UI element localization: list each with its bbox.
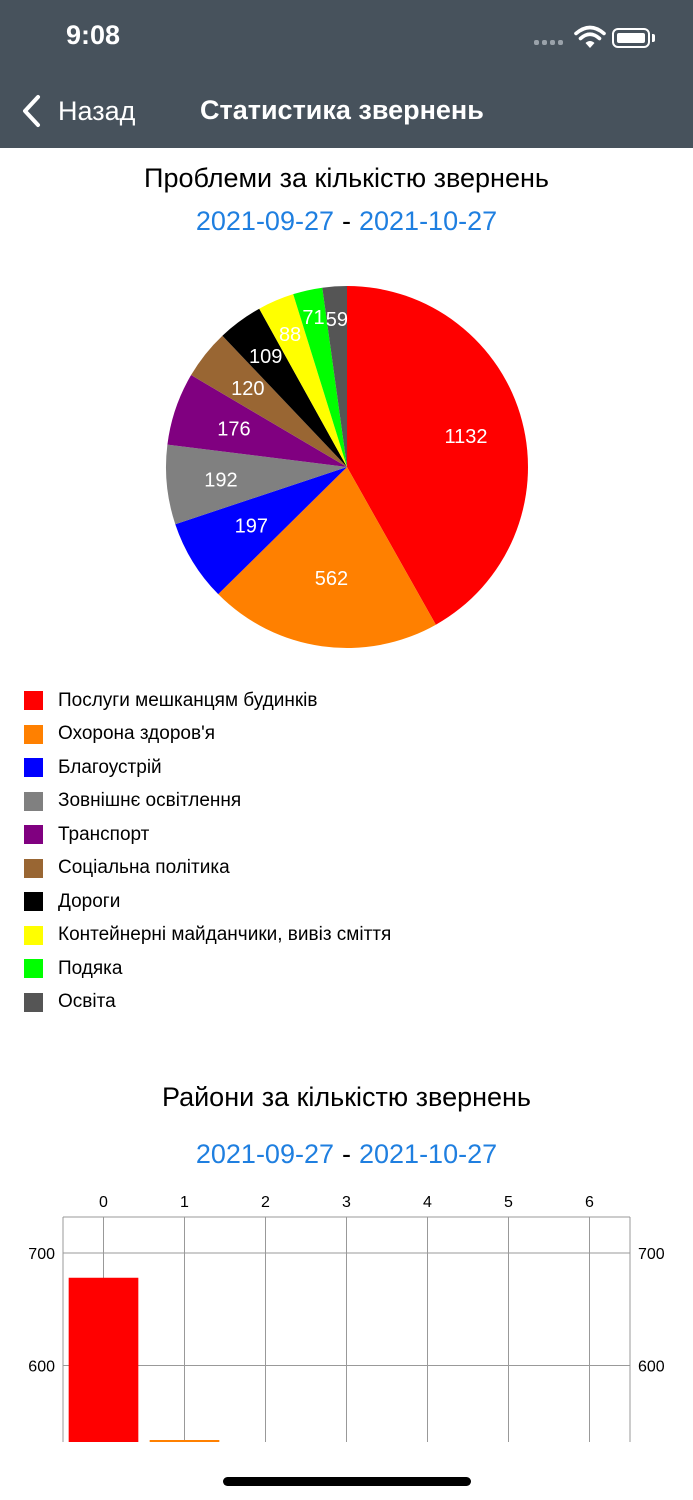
pie-slice[interactable] [175, 467, 347, 595]
legend-item: Послуги мешканцям будинків [24, 684, 391, 718]
pie-slice-value-label: 176 [217, 418, 250, 440]
x-tick-label: 1 [180, 1194, 189, 1211]
x-tick-label: 5 [504, 1194, 513, 1211]
legend-swatch [24, 925, 43, 945]
pie-slice[interactable] [167, 375, 347, 467]
battery-nub [652, 34, 655, 42]
legend-swatch [24, 825, 43, 845]
date-to-link[interactable]: 2021-10-27 [359, 1139, 498, 1169]
pie-slice-value-label: 1132 [445, 426, 488, 448]
date-separator: - [342, 1139, 351, 1169]
legend-swatch [24, 959, 43, 979]
back-button[interactable]: Назад [20, 88, 135, 134]
legend-label: Зовнішнє освітлення [58, 790, 242, 812]
pie-slice[interactable] [347, 286, 528, 625]
status-time: 9:08 [66, 20, 121, 50]
x-tick-label: 3 [342, 1194, 351, 1211]
legend-label: Соціальна політика [58, 857, 230, 879]
legend-label: Охорона здоров'я [58, 723, 215, 745]
legend-swatch [24, 758, 43, 778]
legend-label: Контейнерні майданчики, вивіз сміття [58, 924, 392, 946]
pie-slice-value-label: 109 [249, 346, 282, 368]
pie-slice-value-label: 59 [326, 309, 348, 331]
legend-item: Подяка [24, 952, 391, 986]
date-from-link[interactable]: 2021-09-27 [195, 206, 334, 236]
y-tick-label-left: 700 [28, 1246, 55, 1263]
pie-slice[interactable] [222, 308, 347, 467]
pie-chart-title: Проблеми за кількістю звернень [144, 163, 549, 193]
legend-label: Освіта [58, 991, 116, 1013]
pie-slice[interactable] [293, 287, 347, 467]
x-tick-label: 2 [261, 1194, 270, 1211]
date-from-link[interactable]: 2021-09-27 [195, 1139, 334, 1169]
chevron-left-icon [23, 95, 40, 127]
legend-swatch [24, 892, 43, 912]
battery-icon [612, 28, 650, 48]
bar[interactable] [149, 1440, 220, 1442]
legend-label: Дороги [58, 890, 121, 912]
legend-item: Благоустрій [24, 751, 391, 785]
x-tick-label: 4 [423, 1194, 432, 1211]
legend-swatch [24, 691, 43, 711]
pie-slice[interactable] [191, 335, 347, 467]
wifi-icon [574, 25, 606, 48]
legend-label: Транспорт [58, 823, 150, 845]
legend-item: Дороги [24, 885, 391, 919]
legend-item: Зовнішнє освітлення [24, 785, 391, 819]
legend-item: Транспорт [24, 818, 391, 852]
home-indicator [223, 1477, 471, 1486]
legend-item: Контейнерні майданчики, вивіз сміття [24, 919, 391, 953]
pie-slice-value-label: 71 [302, 307, 324, 329]
legend-swatch [24, 724, 43, 744]
legend-swatch [24, 791, 43, 811]
x-tick-label: 0 [99, 1194, 108, 1211]
legend-label: Послуги мешканцям будинків [58, 689, 318, 711]
pie-slice-value-label: 88 [279, 324, 301, 346]
legend-swatch [24, 858, 43, 878]
pie-slice[interactable] [166, 444, 347, 525]
legend-item: Охорона здоров'я [24, 718, 391, 752]
pie-slice-value-label: 120 [231, 378, 264, 400]
pie-slice[interactable] [218, 467, 436, 648]
x-tick-label: 6 [585, 1194, 594, 1211]
pie-slice-value-label: 562 [315, 568, 348, 590]
bar-chart-title: Райони за кількістю звернень [161, 1082, 532, 1112]
pie-legend: Послуги мешканцям будинків Охорона здоров… [24, 684, 391, 1019]
pie-slice[interactable] [259, 294, 347, 467]
pie-date-range: 2021-09-27-2021-10-27 [0, 206, 693, 237]
cellular-signal-icon [534, 38, 566, 46]
legend-label: Благоустрій [58, 756, 162, 778]
pie-slice[interactable] [322, 286, 347, 467]
navigation-bar: 9:08 Назад Статистика звернень [0, 0, 693, 148]
date-to-link[interactable]: 2021-10-27 [359, 206, 498, 236]
pie-slice-value-label: 192 [204, 469, 237, 491]
legend-swatch [24, 992, 43, 1012]
back-label: Назад [58, 95, 136, 126]
pie-slice-value-label: 197 [235, 516, 268, 538]
y-tick-label-left: 600 [28, 1359, 55, 1376]
date-separator: - [342, 206, 351, 236]
page-title: Статистика звернень [200, 95, 484, 125]
bar-chart: 0 1 2 3 4 5 6 600 600 700 700 [28, 1194, 665, 1442]
legend-item: Освіта [24, 986, 391, 1020]
legend-item: Соціальна політика [24, 852, 391, 886]
legend-label: Подяка [58, 957, 123, 979]
y-tick-label-right: 600 [638, 1359, 665, 1376]
y-tick-label-right: 700 [638, 1246, 665, 1263]
bar[interactable] [68, 1277, 139, 1442]
bar-date-range: 2021-09-27-2021-10-27 [0, 1139, 693, 1170]
